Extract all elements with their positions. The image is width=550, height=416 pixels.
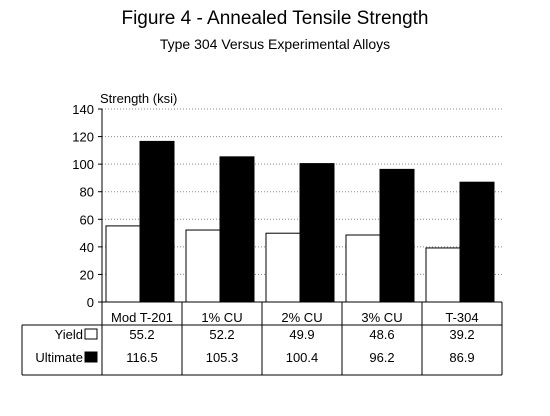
- bar-yield: [185, 229, 221, 303]
- data-label: 39.2: [449, 327, 474, 342]
- data-label: 96.2: [369, 350, 394, 365]
- data-label: 48.6: [369, 327, 394, 342]
- bar-yield: [345, 234, 381, 303]
- bar-yield: [265, 232, 301, 303]
- bar-yield: [105, 225, 141, 303]
- data-label: 116.5: [126, 350, 158, 365]
- category-label: 1% CU: [201, 310, 242, 325]
- chart-title: Figure 4 - Annealed Tensile Strength: [121, 8, 429, 29]
- legend-label-ultimate: Ultimate: [35, 350, 83, 365]
- y-tick-label: 80: [80, 185, 94, 200]
- y-ticks: 0 20 40 60 80 100 120 140: [72, 102, 102, 310]
- bar-ultimate: [379, 168, 415, 303]
- y-tick-label: 60: [80, 212, 94, 227]
- category-label: T-304: [445, 310, 478, 325]
- y-tick-label: 40: [80, 240, 94, 255]
- data-label: 55.2: [129, 327, 154, 342]
- data-label: 49.9: [289, 327, 314, 342]
- data-table: Mod T-201 1% CU 2% CU 3% CU T-304 Yield 55.2 52…: [21, 302, 503, 376]
- bar-ultimate: [219, 156, 255, 303]
- category-label: 2% CU: [281, 310, 322, 325]
- legend-swatch-yield: [84, 328, 98, 340]
- bars: [105, 140, 495, 303]
- legend-label-yield: Yield: [55, 327, 83, 342]
- y-tick-label: 0: [87, 295, 94, 310]
- y-tick-label: 20: [80, 267, 94, 282]
- bar-ultimate: [299, 163, 335, 303]
- y-tick-label: 100: [72, 157, 94, 172]
- chart-subtitle: Type 304 Versus Experimental Alloys: [159, 36, 391, 52]
- bar-ultimate: [139, 140, 175, 303]
- y-tick-label: 140: [72, 102, 94, 117]
- data-label: 100.4: [286, 350, 319, 365]
- data-label: 86.9: [449, 350, 474, 365]
- category-label: 3% CU: [361, 310, 402, 325]
- data-label: 105.3: [206, 350, 239, 365]
- bar-ultimate: [459, 181, 495, 303]
- category-label: Mod T-201: [111, 310, 173, 325]
- axes: [101, 109, 502, 303]
- y-tick-label: 120: [72, 130, 94, 145]
- legend-swatch-ultimate: [84, 351, 98, 363]
- data-label: 52.2: [209, 327, 234, 342]
- bar-yield: [425, 247, 461, 303]
- y-axis-label: Strength (ksi): [100, 91, 177, 106]
